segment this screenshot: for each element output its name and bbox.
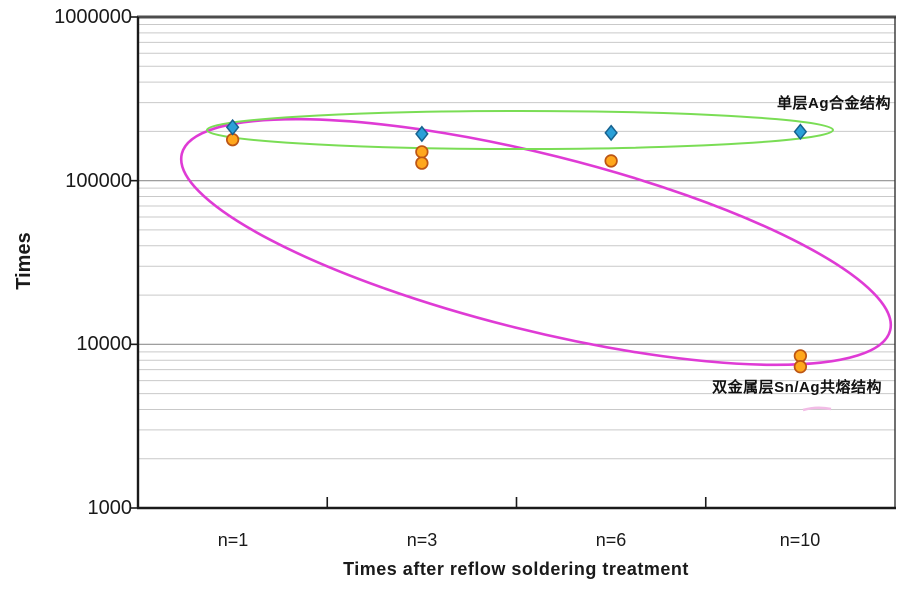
data-point-circle — [793, 349, 808, 363]
x-axis-title: Times after reflow soldering treatment — [343, 559, 689, 579]
data-point-circle — [415, 145, 429, 159]
data-point-circle — [604, 154, 618, 168]
y-tick-label-1000: 1000 — [87, 497, 133, 519]
data-point-circle — [415, 156, 429, 170]
data-point-diamond — [793, 123, 808, 141]
annotation-label-single-layer-ag: 单层Ag合金结构 — [777, 95, 891, 112]
data-point-diamond — [415, 125, 429, 143]
pink-smudge-artifact — [802, 406, 832, 412]
data-point-circle — [793, 360, 808, 374]
green-group-ellipse — [206, 110, 834, 150]
y-axis-title: Times — [13, 232, 35, 290]
y-tick-label-1000000: 1000000 — [54, 6, 132, 28]
annotation-label-bimetal-snag: 双金属层Sn/Ag共熔结构 — [712, 379, 882, 396]
x-category-n1: n=1 — [217, 530, 249, 550]
y-tick-label-100000: 100000 — [65, 170, 132, 192]
x-category-n6: n=6 — [595, 530, 627, 550]
data-point-diamond — [604, 124, 618, 142]
x-category-n3: n=3 — [406, 530, 438, 550]
x-category-n10: n=10 — [779, 530, 821, 550]
y-tick-label-10000: 10000 — [76, 333, 132, 355]
data-point-diamond — [225, 118, 240, 136]
magenta-group-ellipse — [179, 117, 893, 367]
